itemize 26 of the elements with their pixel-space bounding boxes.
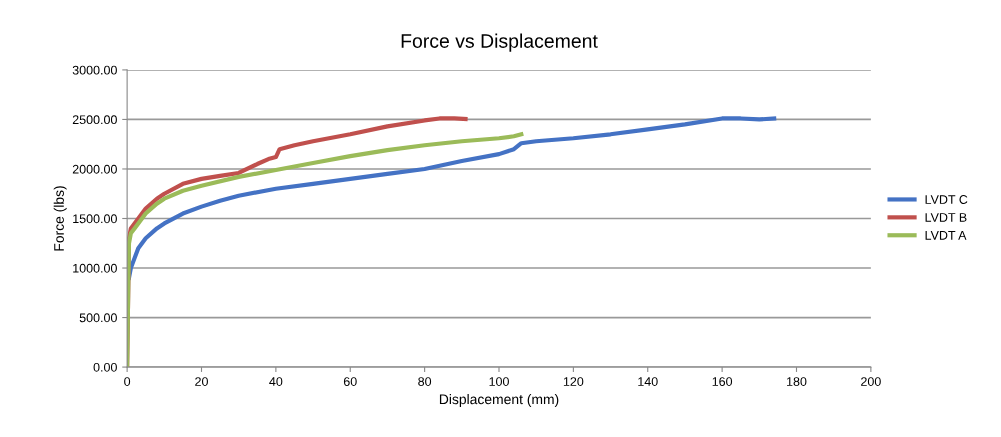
y-tick-label: 2500.00 [72,115,117,125]
y-tick-label: 1000.00 [73,263,117,273]
x-tick-label: 200 [861,377,881,386]
x-tick-label: 140 [638,377,658,386]
x-axis-title: Displacement (mm) [439,394,559,407]
y-tick-label: 0.00 [93,362,117,372]
x-tick-label: 60 [343,377,357,386]
line-series [127,132,524,368]
legend-label: LVDT A [925,231,967,240]
legend-label: LVDT C [925,195,968,204]
x-tick-label: 40 [269,377,283,386]
x-tick-label: 0 [124,377,131,386]
x-tick-label: 100 [489,377,509,386]
y-tick-label: 1500.00 [73,214,117,224]
y-tick-label: 2000.00 [72,164,117,174]
line-series [127,116,777,281]
x-tick-label: 20 [195,377,208,386]
legend-label: LVDT B [925,213,967,222]
y-tick-label: 3000.00 [72,65,117,75]
x-tick-label: 160 [712,377,733,386]
x-tick-label: 120 [563,377,584,386]
x-tick-label: 80 [418,377,432,386]
y-tick-label: 500.00 [79,313,117,323]
y-axis-title: Force (lbs) [53,186,67,251]
chart-title: Force vs Displacement [401,33,598,52]
x-tick-label: 180 [787,377,807,386]
